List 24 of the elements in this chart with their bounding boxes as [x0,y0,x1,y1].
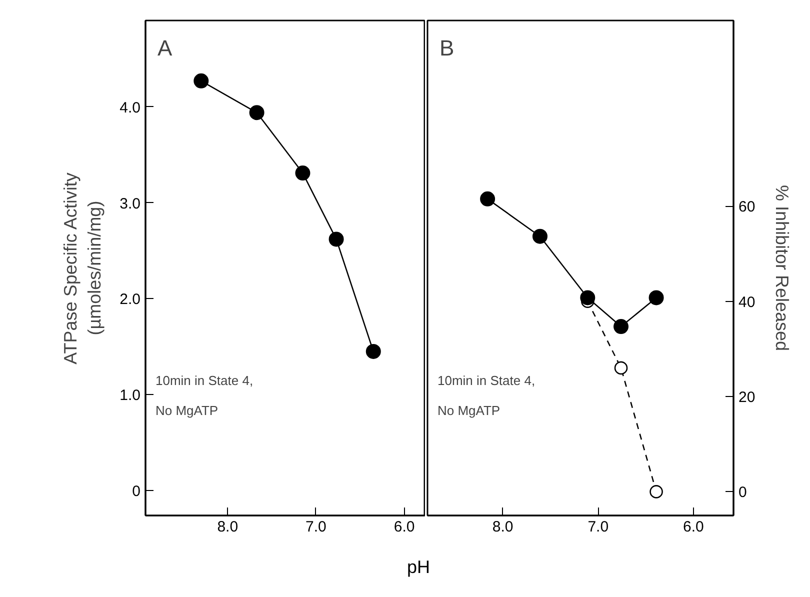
y2-tick-label: 60 [738,198,756,216]
x-tick-label: 6.0 [394,518,415,536]
y-tick-label: 4.0 [120,99,141,116]
annotation: 10min in State 4, [438,373,536,388]
x-tick-label: 7.0 [306,518,326,536]
y-axis-title: ATPase Specific Activity (µmoles/min/mg) [60,172,105,364]
y-tick-label: 0 [132,483,140,500]
y-tick-label: 3.0 [120,195,141,212]
annotation: No MgATP [156,403,218,418]
annotation: A [158,36,172,60]
x-tick-label: 6.0 [683,518,704,536]
y2-tick-label: 20 [738,389,756,406]
x-axis-title: pH [406,556,430,579]
annotation: 10min in State 4, [156,373,254,388]
x-tick-label: 8.0 [217,518,238,536]
y2-tick-label: 0 [738,484,747,502]
y2-tick-label: 40 [738,294,756,311]
y2-axis-title: % Inhibitor Released [772,184,792,352]
x-tick-label: 8.0 [492,518,514,536]
annotation: B [440,36,454,60]
y-tick-label: 2.0 [120,291,141,308]
y-tick-label: 1.0 [120,387,141,404]
annotation: No MgATP [438,403,500,418]
x-tick-label: 7.0 [588,518,609,536]
